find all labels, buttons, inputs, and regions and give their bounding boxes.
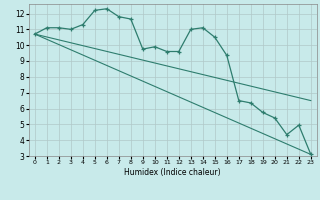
X-axis label: Humidex (Indice chaleur): Humidex (Indice chaleur) <box>124 168 221 177</box>
